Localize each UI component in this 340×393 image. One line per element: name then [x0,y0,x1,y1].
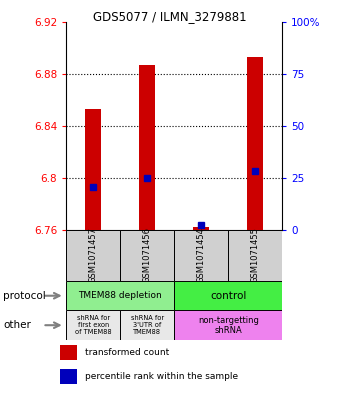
FancyBboxPatch shape [120,310,174,340]
Text: GDS5077 / ILMN_3279881: GDS5077 / ILMN_3279881 [93,10,247,23]
FancyBboxPatch shape [66,281,174,310]
Text: protocol: protocol [3,291,46,301]
FancyBboxPatch shape [174,310,282,340]
FancyBboxPatch shape [228,230,282,281]
FancyBboxPatch shape [174,281,282,310]
Text: other: other [3,320,31,330]
Text: shRNA for
first exon
of TMEM88: shRNA for first exon of TMEM88 [75,315,112,335]
Bar [59,369,78,384]
Text: percentile rank within the sample: percentile rank within the sample [85,372,238,381]
Text: control: control [210,291,246,301]
Text: shRNA for
3'UTR of
TMEM88: shRNA for 3'UTR of TMEM88 [131,315,164,335]
Text: GSM1071456: GSM1071456 [143,228,152,283]
FancyBboxPatch shape [174,230,228,281]
Text: GSM1071454: GSM1071454 [197,228,206,283]
FancyBboxPatch shape [120,230,174,281]
Bar [247,57,263,230]
Text: GSM1071457: GSM1071457 [89,228,98,283]
Bar [193,227,209,230]
FancyBboxPatch shape [66,230,120,281]
Text: transformed count: transformed count [85,348,169,357]
Text: non-targetting
shRNA: non-targetting shRNA [198,316,259,335]
Text: TMEM88 depletion: TMEM88 depletion [79,291,162,300]
Text: GSM1071455: GSM1071455 [251,228,260,283]
Bar [59,345,78,360]
Bar [85,109,101,230]
Bar [139,64,155,230]
FancyBboxPatch shape [66,310,120,340]
